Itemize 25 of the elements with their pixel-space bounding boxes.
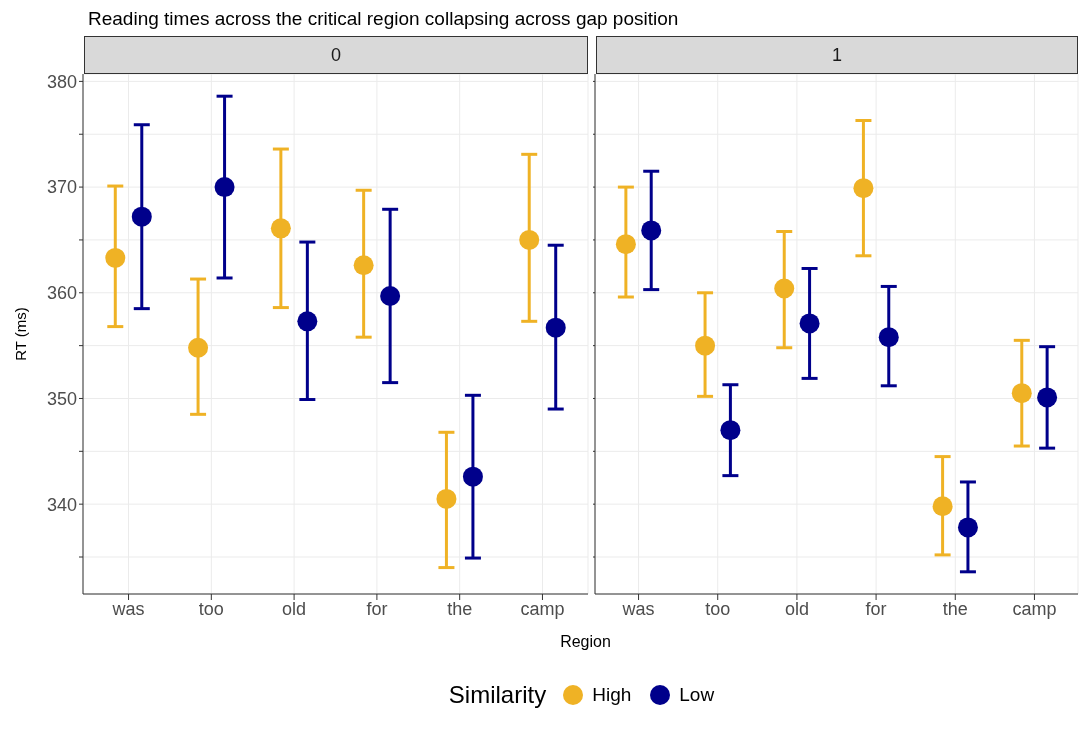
legend-title: Similarity (448, 681, 547, 709)
y-tick-label: 350 (46, 388, 77, 409)
x-tick-label: for (865, 598, 887, 619)
x-tick-label: camp (1012, 598, 1057, 619)
x-tick-label: camp (520, 598, 565, 619)
x-tick-label: too (705, 598, 731, 619)
y-tick-label: 360 (46, 283, 77, 304)
y-tick-label: 340 (46, 494, 77, 515)
x-tick-label: the (447, 598, 473, 619)
x-tick-label: the (942, 598, 968, 619)
chart-subtitle: 1 (596, 36, 1078, 74)
y-axis-title: RT (ms) (11, 307, 29, 361)
x-tick-label: too (198, 598, 224, 619)
legend-label: High (592, 684, 632, 706)
chart-subtitle: 0 (84, 36, 588, 74)
y-tick-label: 370 (46, 177, 77, 198)
x-tick-label: old (282, 598, 307, 619)
x-tick-label: for (366, 598, 388, 619)
chart-title: Reading times across the critical region collapsing across gap position (88, 8, 680, 30)
y-tick-label: 380 (46, 71, 77, 92)
x-tick-label: was (621, 598, 655, 619)
x-tick-label: old (784, 598, 809, 619)
x-tick-label: was (111, 598, 145, 619)
legend-label: Low (679, 684, 715, 706)
x-axis-title: Region (559, 633, 612, 651)
